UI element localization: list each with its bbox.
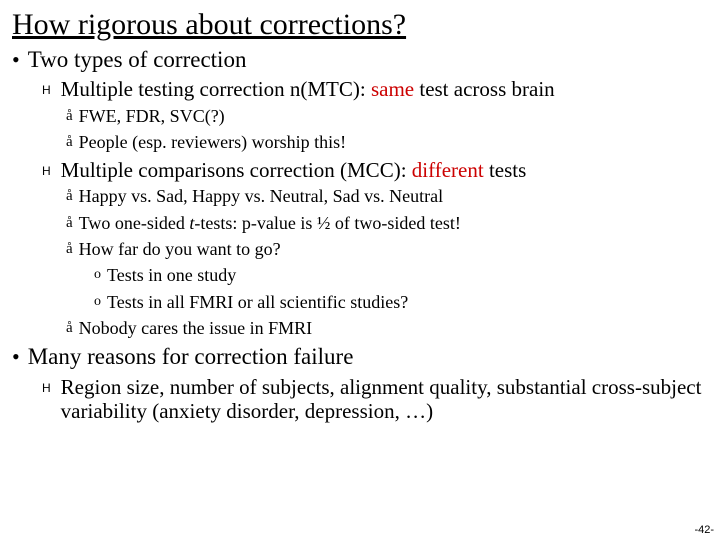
bullet-lvl2: H Multiple testing correction n(MTC): sa… — [42, 77, 708, 101]
bullet-lvl1: • Two types of correction — [12, 47, 708, 73]
bullet-lvl3: å People (esp. reviewers) worship this! — [66, 130, 708, 154]
text: Two one-sided t-tests: p-value is ½ of t… — [79, 211, 461, 235]
text: Many reasons for correction failure — [28, 344, 354, 370]
text: Region size, number of subjects, alignme… — [61, 375, 708, 423]
bullet-lvl3: å Happy vs. Sad, Happy vs. Neutral, Sad … — [66, 184, 708, 208]
slide-body: • Two types of correction H Multiple tes… — [12, 47, 708, 423]
bullet-lvl2: H Region size, number of subjects, align… — [42, 375, 708, 423]
bullet-lvl3: å FWE, FDR, SVC(?) — [66, 104, 708, 128]
text: How far do you want to go? — [79, 237, 281, 261]
arrow-icon: å — [66, 213, 73, 233]
script-h-icon: H — [42, 84, 51, 98]
text-highlight: same — [371, 77, 414, 101]
arrow-icon: å — [66, 132, 73, 152]
arrow-icon: å — [66, 186, 73, 206]
slide-title: How rigorous about corrections? — [12, 8, 708, 41]
text: Multiple comparisons correction (MCC): d… — [61, 158, 527, 182]
bullet-lvl4: o Tests in all FMRI or all scientific st… — [94, 290, 708, 314]
bullet-lvl3: å Two one-sided t-tests: p-value is ½ of… — [66, 211, 708, 235]
text-part: test across brain — [414, 77, 555, 101]
script-h-icon: H — [42, 382, 51, 396]
text: Tests in one study — [107, 263, 236, 287]
text: Tests in all FMRI or all scientific stud… — [107, 290, 408, 314]
slide: How rigorous about corrections? • Two ty… — [0, 0, 720, 540]
arrow-icon: å — [66, 239, 73, 259]
text-part: Multiple comparisons correction (MCC): — [61, 158, 412, 182]
text: Multiple testing correction n(MTC): same… — [61, 77, 555, 101]
text-highlight: different — [412, 158, 484, 182]
script-h-icon: H — [42, 165, 51, 179]
text: FWE, FDR, SVC(?) — [79, 104, 225, 128]
text: Nobody cares the issue in FMRI — [79, 316, 312, 340]
text: Happy vs. Sad, Happy vs. Neutral, Sad vs… — [79, 184, 443, 208]
arrow-icon: å — [66, 106, 73, 126]
bullet-lvl3: å How far do you want to go? — [66, 237, 708, 261]
bullet-lvl3: å Nobody cares the issue in FMRI — [66, 316, 708, 340]
bullet-lvl2: H Multiple comparisons correction (MCC):… — [42, 158, 708, 182]
dot-icon: • — [12, 47, 20, 73]
circle-icon: o — [94, 293, 101, 312]
text-part: Multiple testing correction n(MTC): — [61, 77, 371, 101]
text-part: Two one-sided — [79, 213, 190, 233]
text-part: -tests: p-value is ½ of two-sided test! — [194, 213, 460, 233]
arrow-icon: å — [66, 318, 73, 338]
text: Two types of correction — [28, 47, 247, 73]
bullet-lvl1: • Many reasons for correction failure — [12, 344, 708, 370]
page-number: -42- — [694, 524, 714, 536]
text: People (esp. reviewers) worship this! — [79, 130, 346, 154]
text-part: tests — [484, 158, 527, 182]
dot-icon: • — [12, 344, 20, 370]
bullet-lvl4: o Tests in one study — [94, 263, 708, 287]
circle-icon: o — [94, 266, 101, 285]
